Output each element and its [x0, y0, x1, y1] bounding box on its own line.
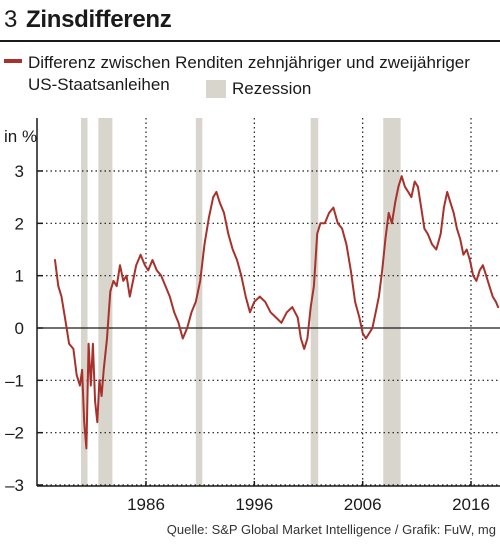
y-tick-label: –1	[5, 371, 24, 390]
source-note: Quelle: S&P Global Market Intelligence /…	[166, 522, 496, 537]
recession-band	[310, 118, 319, 486]
recession-band	[81, 118, 88, 486]
x-tick-labels: 1986 1996 2006 2016	[127, 495, 490, 514]
legend-recession-swatch	[206, 80, 226, 98]
recession-bands	[81, 118, 401, 486]
y-axis-unit: in %	[4, 127, 38, 146]
x-tick-label: 1986	[127, 495, 165, 514]
y-tick-label: 1	[15, 267, 24, 286]
legend-line-swatch	[4, 59, 22, 63]
title-divider	[0, 40, 500, 42]
y-tick-label: 2	[15, 214, 24, 233]
legend-line-label: Differenz zwischen Renditen zehnjähriger…	[28, 53, 470, 94]
x-tick-label: 2016	[452, 495, 490, 514]
recession-band	[383, 118, 401, 486]
figure-header: 3 Zinsdifferenz	[0, 0, 500, 40]
spread-series-line	[54, 175, 500, 450]
chart-title: Zinsdifferenz	[26, 6, 172, 33]
y-tick-label: –2	[5, 424, 24, 443]
axes	[36, 118, 500, 487]
y-tick-label: 3	[15, 162, 24, 181]
grid-lines	[37, 118, 500, 486]
legend-recession-label: Rezession	[232, 79, 312, 98]
y-tick-label: –3	[5, 476, 24, 495]
series-line-group	[54, 175, 500, 450]
figure-number: 3	[4, 6, 18, 33]
recession-band	[195, 118, 203, 486]
y-tick-labels: 3 2 1 0 –1 –2 –3	[5, 162, 24, 495]
y-tick-label: 0	[15, 319, 24, 338]
x-tick-label: 2006	[344, 495, 382, 514]
chart-legend: Differenz zwischen Renditen zehnjähriger…	[0, 46, 500, 116]
x-tick-label: 1996	[235, 495, 273, 514]
